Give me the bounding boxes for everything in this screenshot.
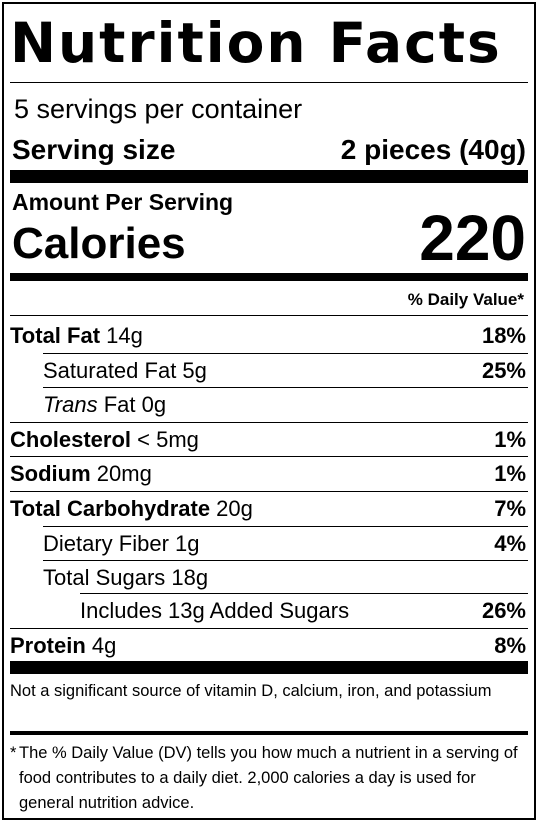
serving-size-value: 2 pieces (40g)	[340, 134, 526, 165]
nutrient-name: Dietary Fiber 1g	[43, 531, 200, 556]
thick-divider-top	[10, 170, 528, 183]
vitamin-note: Not a significant source of vitamin D, c…	[10, 682, 492, 700]
nutrient-daily-value: 4%	[494, 531, 526, 556]
nutrient-daily-value: 26%	[481, 598, 526, 623]
nutrient-bold-name: Cholesterol	[10, 427, 132, 452]
thick-divider-bottom	[10, 661, 528, 674]
nutrient-italic-name: Trans	[43, 392, 98, 417]
daily-value-header: % Daily Value*	[407, 290, 524, 309]
nutrient-daily-value: 1%	[494, 427, 526, 452]
footnote-text: The % Daily Value (DV) tells you how muc…	[19, 744, 518, 812]
row-divider	[43, 560, 528, 561]
nutrient-daily-value: 7%	[494, 496, 526, 521]
nutrient-bold-name: Total Carbohydrate	[10, 496, 211, 521]
row-divider	[43, 353, 528, 354]
nutrient-row: Cholesterol < 5mg 1%	[10, 423, 528, 457]
nutrient-daily-value: 1%	[494, 461, 526, 486]
nutrient-row: Sodium 20mg 1%	[10, 457, 528, 491]
nutrient-name: Sodium 20mg	[10, 461, 152, 486]
row-divider	[80, 593, 528, 594]
footnote-asterisk: *	[10, 744, 17, 762]
nutrient-row: Protein 4g 8%	[10, 629, 528, 663]
dv-divider	[10, 315, 528, 316]
nutrient-name: Total Carbohydrate 20g	[10, 496, 253, 521]
footnote-divider	[10, 731, 528, 735]
row-divider	[43, 387, 528, 388]
calories-value: 220	[419, 202, 526, 274]
nutrition-facts-label: Nutrition Facts 5 servings per container…	[2, 2, 536, 820]
nutrient-row: Total Carbohydrate 20g 7%	[10, 492, 528, 526]
row-divider	[10, 628, 528, 629]
serving-size-label: Serving size	[12, 134, 176, 165]
label-content: Nutrition Facts 5 servings per container…	[10, 4, 528, 818]
nutrient-row: Trans Fat 0g	[10, 388, 528, 422]
nutrient-row: Dietary Fiber 1g 4%	[10, 527, 528, 561]
calories-label: Calories	[12, 219, 186, 268]
row-divider	[10, 422, 528, 423]
row-divider	[10, 456, 528, 457]
nutrient-name: Cholesterol < 5mg	[10, 427, 199, 452]
nutrient-name: Includes 13g Added Sugars	[80, 598, 350, 623]
row-divider	[43, 526, 528, 527]
nutrient-name: Protein 4g	[10, 633, 117, 658]
nutrient-row: Total Fat 14g 18%	[10, 319, 528, 353]
nutrient-daily-value: 25%	[481, 358, 526, 383]
nutrient-row: Saturated Fat 5g 25%	[10, 354, 528, 388]
nutrient-name: Total Fat 14g	[10, 323, 143, 348]
nutrient-daily-value: 8%	[494, 633, 526, 658]
nutrient-daily-value: 18%	[481, 323, 526, 348]
nutrient-row: Includes 13g Added Sugars 26%	[10, 594, 528, 628]
nutrient-name: Trans Fat 0g	[43, 392, 167, 417]
amount-per-serving: Amount Per Serving	[12, 189, 234, 215]
label-title: Nutrition Facts	[10, 11, 502, 75]
title-divider	[10, 82, 528, 83]
nutrient-bold-name: Sodium	[10, 461, 91, 486]
nutrient-bold-name: Total Fat	[10, 323, 101, 348]
nutrient-bold-name: Protein	[10, 633, 86, 658]
nutrient-name: Saturated Fat 5g	[43, 358, 207, 383]
thick-divider-calories	[10, 273, 528, 281]
nutrient-row: Total Sugars 18g	[10, 561, 528, 595]
servings-per-container: 5 servings per container	[14, 94, 303, 124]
nutrient-name: Total Sugars 18g	[43, 565, 209, 590]
footnote: * The % Daily Value (DV) tells you how m…	[10, 741, 524, 816]
row-divider	[10, 491, 528, 492]
